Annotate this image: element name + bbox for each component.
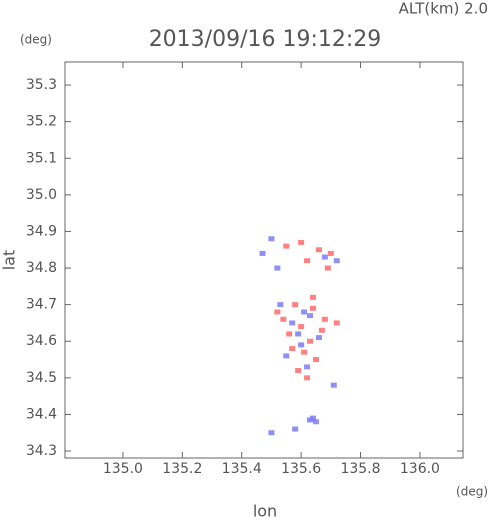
y-tick-label: 35.1 [26, 150, 57, 166]
radar-pixel [292, 426, 299, 432]
radar-pixel [321, 254, 328, 260]
radar-pixel [289, 346, 296, 352]
subtitle: ALT(km) 2.0 [399, 0, 488, 18]
y-tick-label: 34.8 [26, 260, 57, 276]
radar-pixel [295, 368, 302, 374]
radar-pixel [304, 364, 311, 370]
radar-pixel [292, 302, 299, 308]
radar-pixel [333, 320, 340, 326]
x-tick-label: 136.0 [400, 461, 440, 477]
y-tick-label: 34.9 [26, 223, 57, 239]
radar-pixel [298, 324, 305, 330]
radar-pixel [333, 258, 340, 264]
chart-title: 2013/09/16 19:12:29 [149, 27, 382, 52]
radar-pixel [283, 353, 290, 359]
x-tick-label: 135.8 [340, 461, 380, 477]
radar-pixel [330, 382, 337, 388]
radar-pixel [324, 265, 331, 271]
radar-pixel [274, 265, 281, 271]
y-tick-label: 35.2 [26, 114, 57, 130]
radar-pixel [310, 294, 317, 300]
radar-pixel [304, 258, 311, 264]
radar-pixel [312, 419, 319, 425]
y-tick-label: 34.7 [26, 297, 57, 313]
radar-pixel [307, 338, 314, 344]
radar-pixel [304, 375, 311, 381]
radar-pixel [327, 250, 334, 256]
radar-pixel [315, 247, 322, 253]
y-unit: (deg) [20, 33, 52, 47]
y-tick-label: 35.3 [26, 77, 57, 93]
radar-pixel [298, 342, 305, 348]
x-unit: (deg) [456, 485, 488, 499]
radar-pixel [301, 349, 308, 355]
radar-pixel [268, 430, 275, 436]
radar-pixel [307, 313, 314, 319]
y-tick-label: 34.6 [26, 333, 57, 349]
radar-pixel [259, 250, 266, 256]
y-tick-label: 35.0 [26, 187, 57, 203]
y-tick-label: 34.5 [26, 370, 57, 386]
x-tick-label: 135.2 [162, 461, 202, 477]
x-tick-label: 135.4 [222, 461, 262, 477]
y-tick-label: 34.4 [26, 406, 57, 422]
radar-pixel [315, 335, 322, 341]
radar-pixel [277, 302, 284, 308]
radar-pixel [321, 316, 328, 322]
radar-pixel [295, 331, 302, 337]
x-tick-label: 135.0 [103, 461, 143, 477]
radar-pixel [286, 331, 293, 337]
x-tick-label: 135.6 [281, 461, 321, 477]
plot-frame [64, 61, 464, 459]
radar-pixel [318, 327, 325, 333]
radar-pixel [289, 320, 296, 326]
radar-pixel [301, 309, 308, 315]
radar-pixel [298, 239, 305, 245]
radar-pixel [310, 305, 317, 311]
radar-pixel [274, 309, 281, 315]
radar-pixel [312, 357, 319, 363]
radar-pixel [280, 316, 287, 322]
radar-pixel [283, 243, 290, 249]
y-tick-label: 34.3 [26, 443, 57, 459]
radar-pixel [268, 236, 275, 242]
y-axis-label: lat [0, 250, 19, 271]
radar-pixel [307, 417, 314, 423]
x-axis-label: lon [253, 502, 277, 521]
